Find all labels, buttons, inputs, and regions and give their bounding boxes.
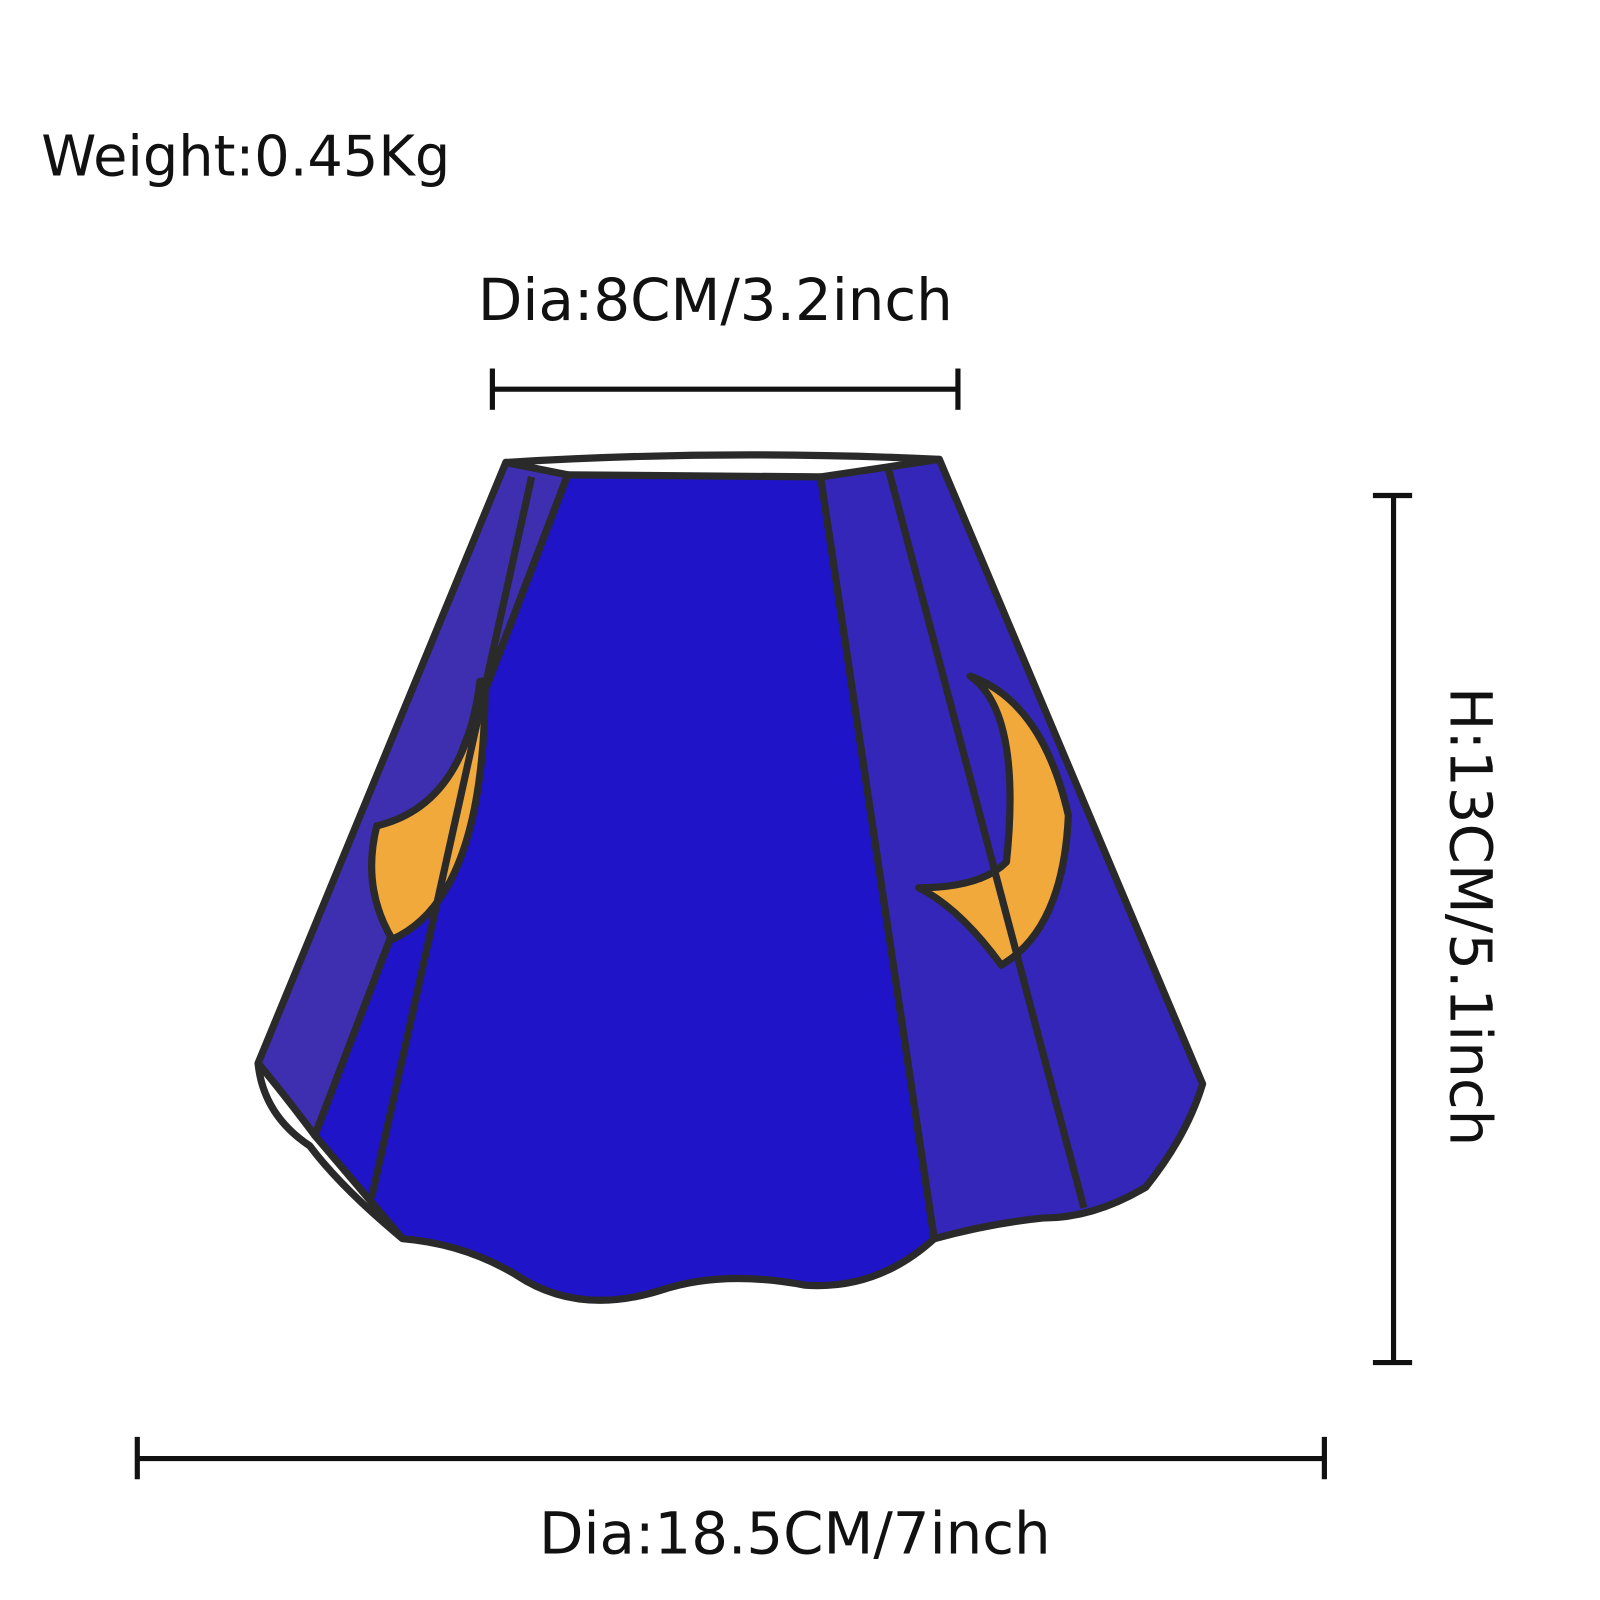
shade-bottom-rim — [254, 1062, 405, 1242]
dimension-lines — [134, 368, 1413, 1480]
moon-left — [368, 677, 489, 943]
panel-seam — [368, 476, 536, 1199]
moon-right — [915, 672, 1072, 969]
bottom-diameter-label: Dia:18.5CM/7inch — [539, 1500, 1051, 1568]
height-label: H:13CM/5.1inch — [1436, 687, 1504, 1146]
shade-top-rim — [505, 451, 940, 467]
top-diameter-label: Dia:8CM/3.2inch — [478, 266, 953, 334]
shade-panel-front — [311, 471, 938, 1304]
weight-label: Weight:0.45Kg — [41, 124, 450, 189]
lamp-shade — [254, 451, 1207, 1304]
panel-seam — [884, 465, 1088, 1209]
